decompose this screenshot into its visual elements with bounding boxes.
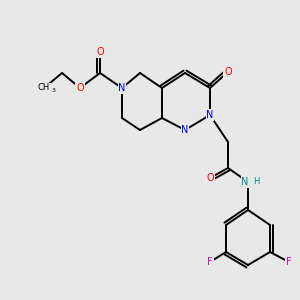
Text: N: N <box>206 110 214 120</box>
Text: 3: 3 <box>52 88 56 92</box>
Text: CH: CH <box>38 83 50 92</box>
Text: N: N <box>181 125 189 135</box>
Text: O: O <box>96 47 104 57</box>
Text: N: N <box>118 83 126 93</box>
Text: F: F <box>207 257 213 267</box>
Text: N: N <box>241 177 249 187</box>
Text: O: O <box>76 83 84 93</box>
Text: H: H <box>253 178 260 187</box>
Text: O: O <box>206 173 214 183</box>
Text: F: F <box>286 257 292 267</box>
Text: O: O <box>224 67 232 77</box>
